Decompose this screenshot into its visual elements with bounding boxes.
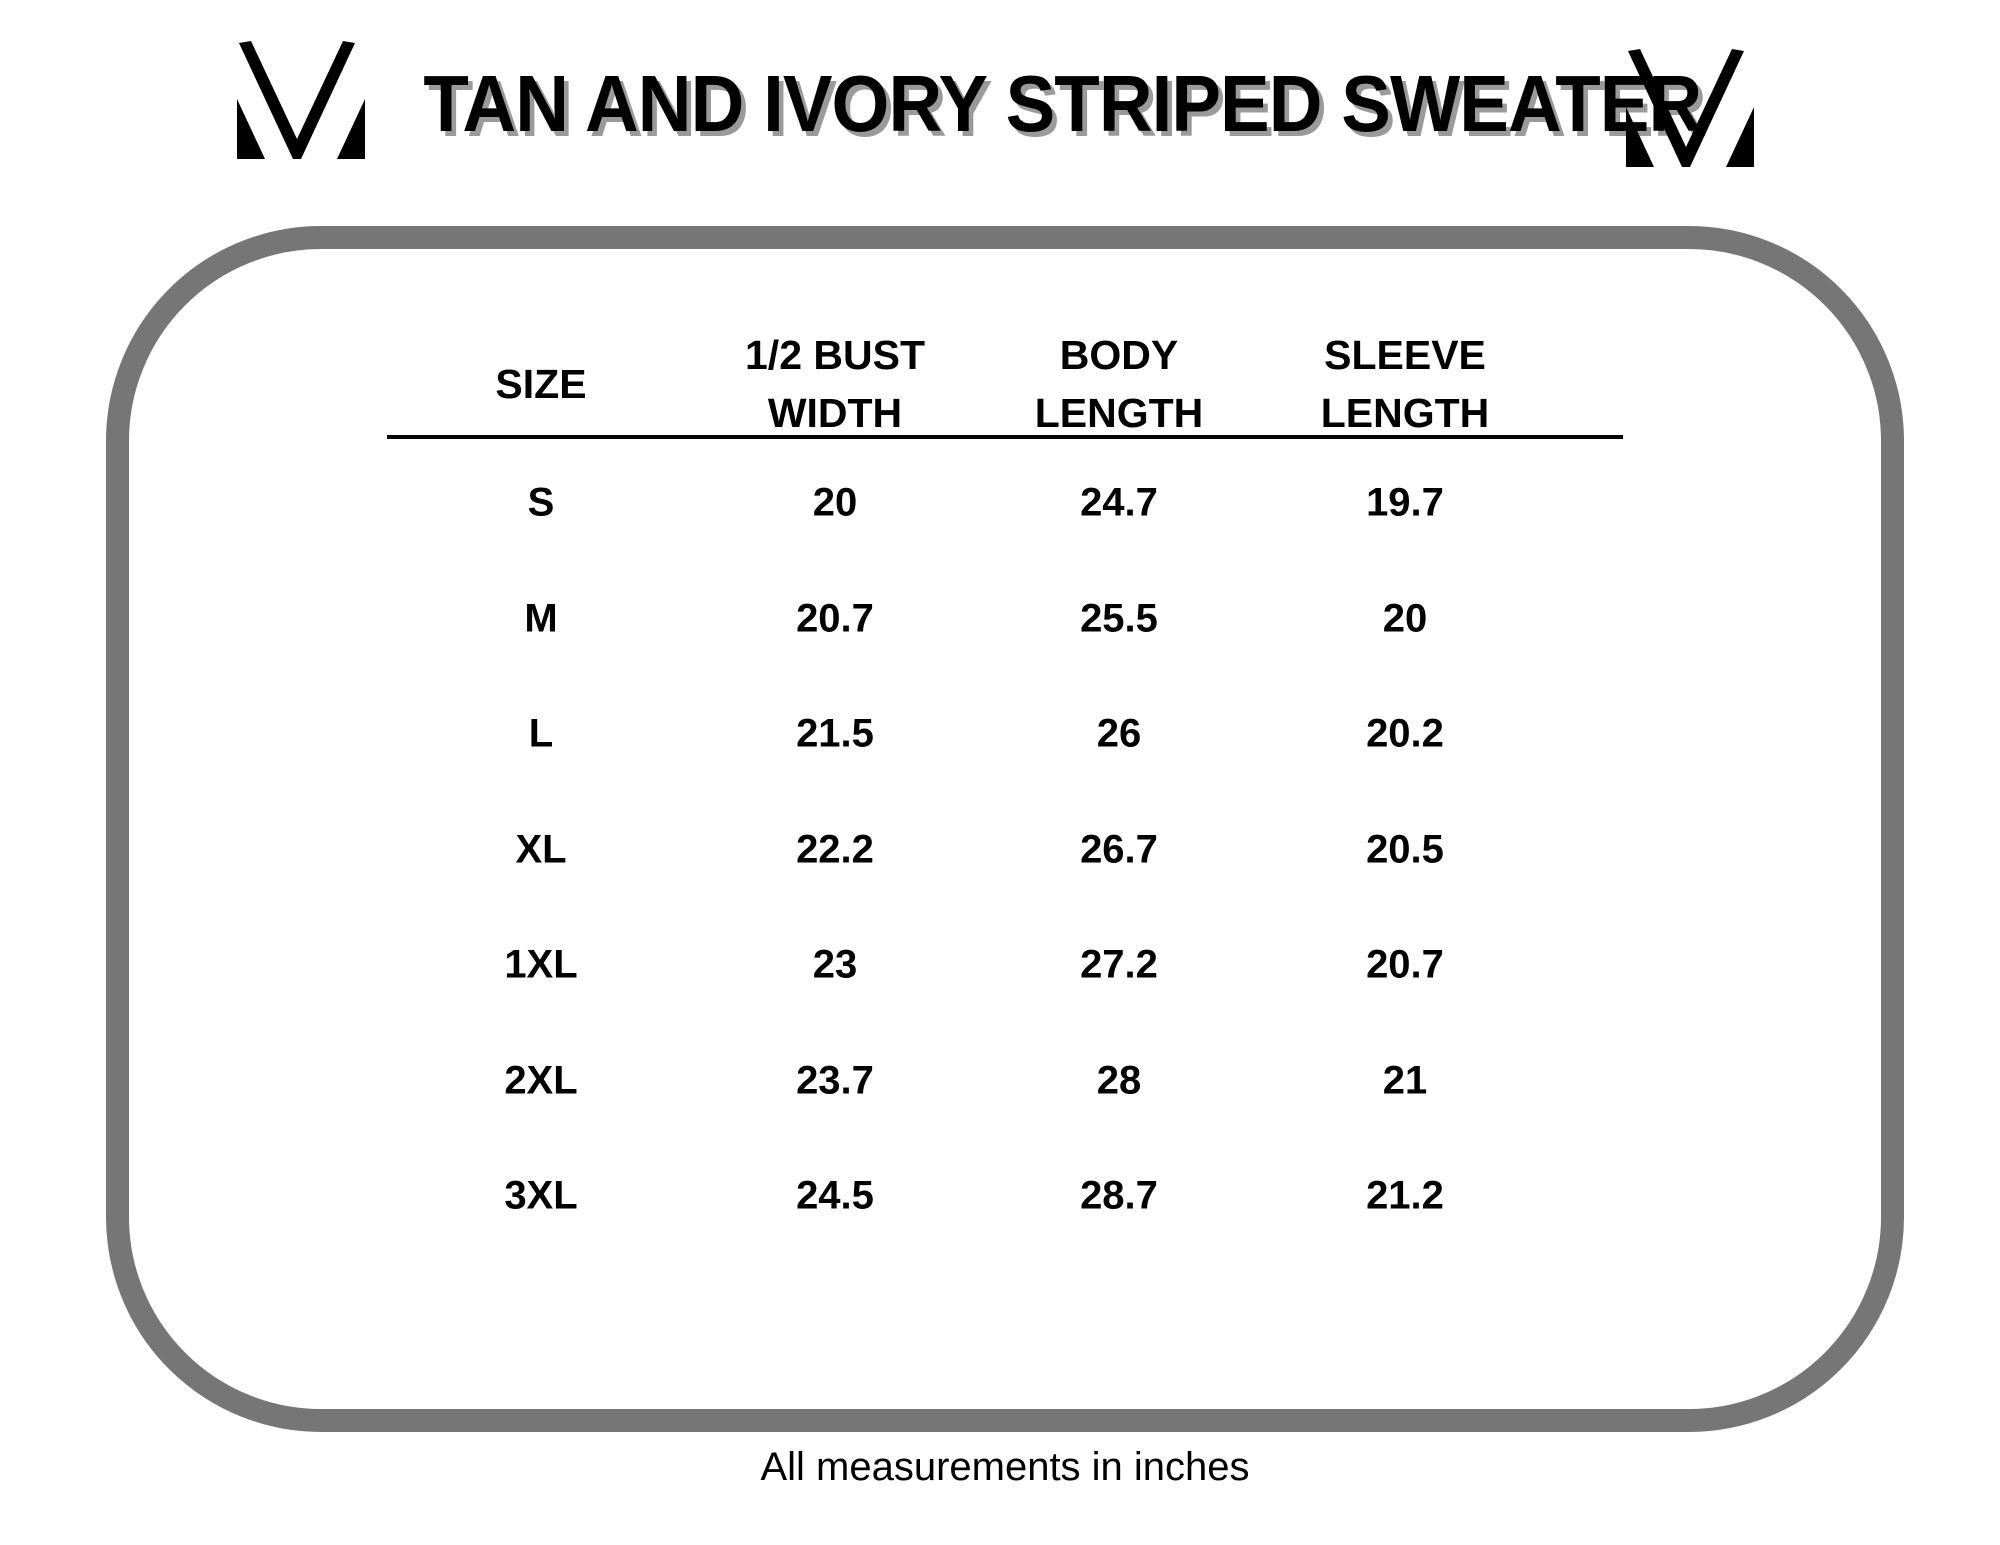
cell-bust-width: 23.7 <box>796 1058 874 1102</box>
logo-icon <box>237 41 365 159</box>
cell-body-length: 24.7 <box>1080 480 1158 525</box>
cell-size: 1XL <box>504 942 578 987</box>
cell-sleeve-length: 20 <box>1382 596 1428 640</box>
cell-sleeve-length: 20.2 <box>1366 711 1444 756</box>
cell-body-length: 28.7 <box>1080 1173 1158 1218</box>
header-divider <box>387 435 1623 439</box>
cell-sleeve-length: 20.7 <box>1366 942 1444 987</box>
cell-bust-width: 20.7 <box>796 596 874 640</box>
cell-size: XL <box>515 827 567 871</box>
cell-sleeve-length: 21.2 <box>1366 1173 1444 1218</box>
cell-sleeve-length: 19.7 <box>1366 480 1444 525</box>
cell-size: M <box>524 596 558 640</box>
cell-bust-width: 24.5 <box>796 1173 874 1218</box>
cell-bust-width: 23 <box>812 942 858 987</box>
column-header-sleeve-length: SLEEVE LENGTH <box>1275 326 1535 442</box>
cell-body-length: 25.5 <box>1080 596 1158 640</box>
header-line-2: SIZE <box>495 361 587 407</box>
cell-sleeve-length: 20.5 <box>1366 827 1444 871</box>
cell-bust-width: 20 <box>812 480 858 525</box>
cell-body-length: 27.2 <box>1080 942 1158 987</box>
header-line-1: 1/2 BUST <box>745 332 925 378</box>
cell-bust-width: 22.2 <box>796 827 874 871</box>
column-header-body-length: BODY LENGTH <box>989 326 1249 442</box>
page-title: TAN AND IVORY STRIPED SWEATER <box>423 59 1702 148</box>
measurement-note: All measurements in inches <box>760 1445 1250 1489</box>
column-header-size: SIZE <box>411 326 671 413</box>
cell-bust-width: 21.5 <box>796 711 874 756</box>
column-header-bust: 1/2 BUST WIDTH <box>705 326 965 442</box>
table-frame <box>106 226 1904 1432</box>
cell-body-length: 26.7 <box>1080 827 1158 871</box>
cell-body-length: 28 <box>1096 1058 1142 1102</box>
header-line-2: LENGTH <box>1034 390 1204 436</box>
header-line-2: LENGTH <box>1320 390 1490 436</box>
cell-size: 3XL <box>504 1173 578 1218</box>
cell-body-length: 26 <box>1096 711 1142 756</box>
cell-sleeve-length: 21 <box>1382 1058 1428 1102</box>
cell-size: 2XL <box>504 1058 578 1102</box>
header-line-2: WIDTH <box>767 390 903 436</box>
cell-size: L <box>528 711 554 756</box>
header-line-1: SLEEVE <box>1324 332 1486 378</box>
logo-icon <box>1626 49 1754 167</box>
header-line-1: BODY <box>1059 332 1179 378</box>
cell-size: S <box>527 480 555 525</box>
